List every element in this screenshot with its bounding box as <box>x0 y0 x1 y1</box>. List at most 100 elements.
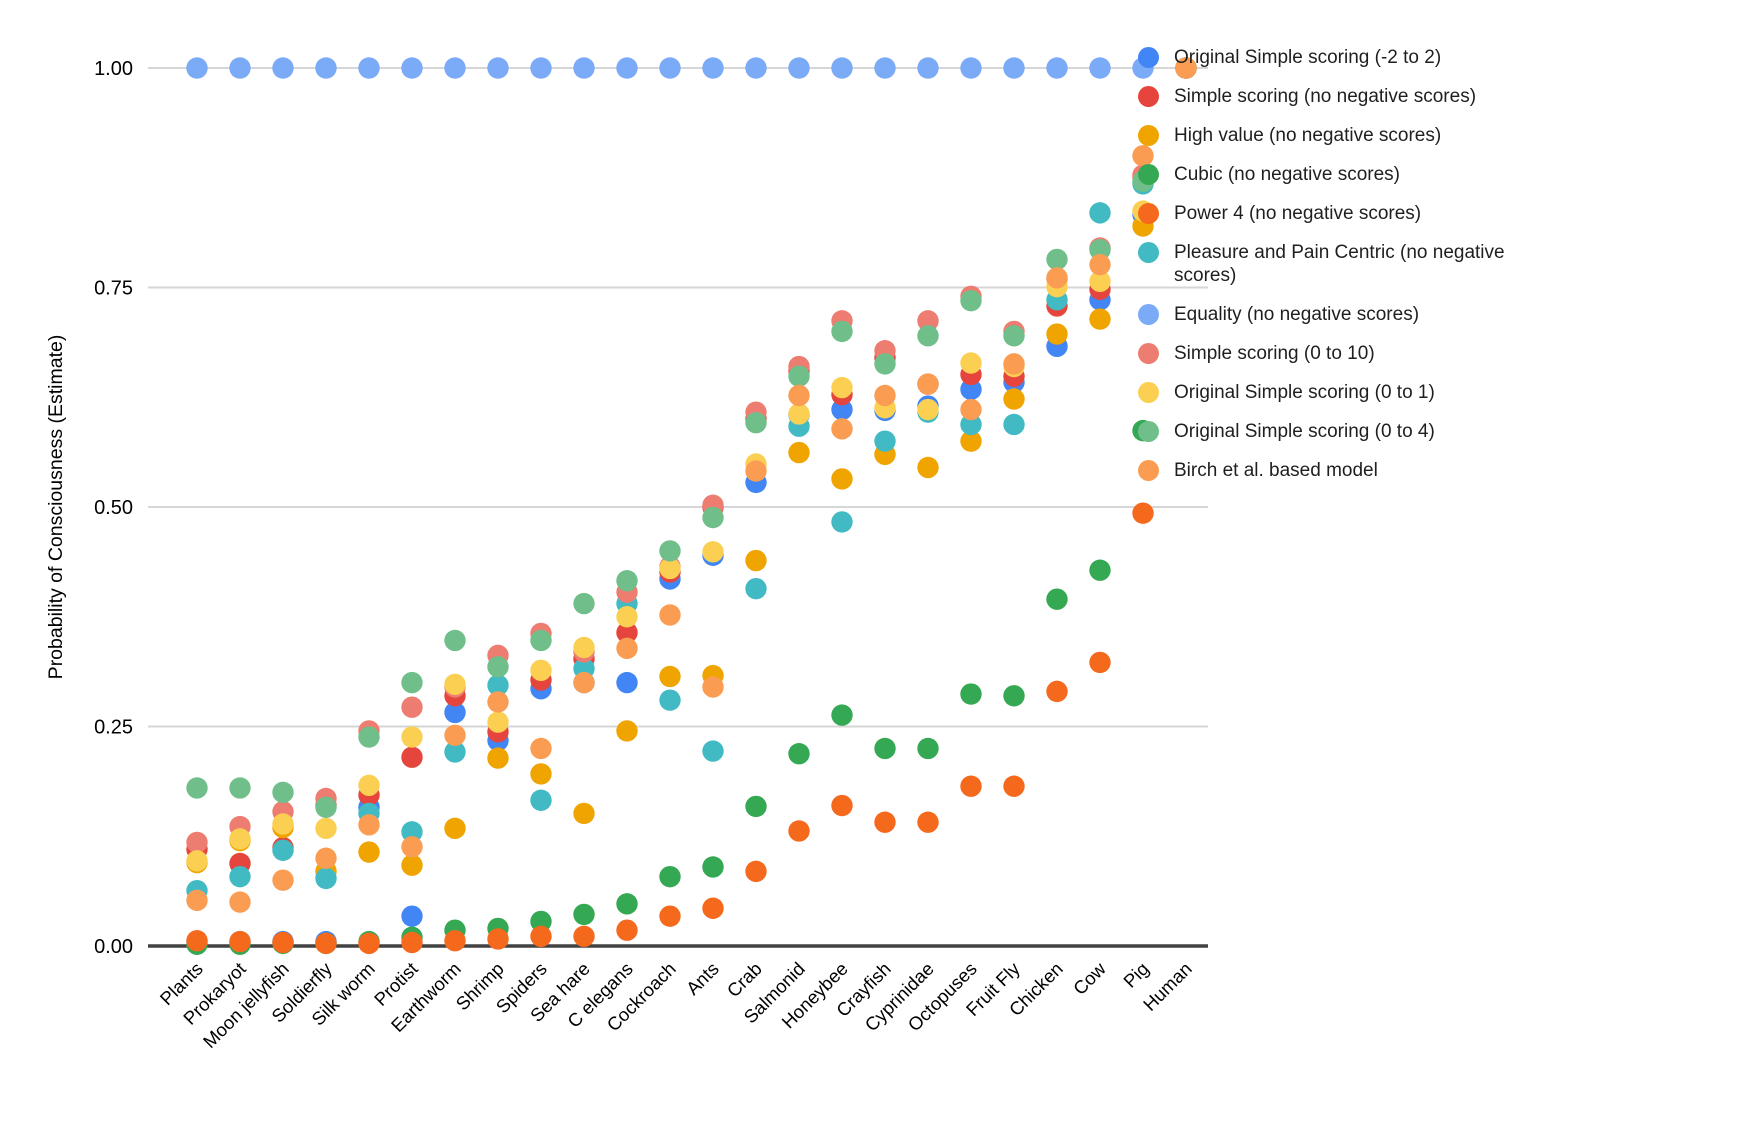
data-point <box>530 910 552 933</box>
data-point <box>401 57 423 79</box>
legend-marker-circle <box>1138 86 1159 107</box>
data-point <box>788 743 810 765</box>
data-point <box>745 795 767 818</box>
legend-label: Original Simple scoring (-2 to 2) <box>1174 47 1442 68</box>
legend-marker-circle <box>1138 47 1159 68</box>
data-point <box>616 606 638 628</box>
data-point <box>874 430 896 452</box>
data-point <box>917 737 939 760</box>
data-point <box>487 57 509 79</box>
data-point <box>1003 413 1025 436</box>
legend-label: Simple scoring (no negative scores) <box>1174 86 1477 107</box>
data-point <box>1175 57 1197 79</box>
data-point <box>917 456 939 479</box>
data-point <box>229 57 251 79</box>
data-point <box>1003 685 1025 707</box>
chart-legend: Original Simple scoring (-2 to 2) Simple … <box>1138 46 1558 498</box>
y-tick-label: 0.00 <box>94 936 133 958</box>
y-tick-label: 0.50 <box>94 497 133 519</box>
data-point <box>229 828 251 850</box>
data-point <box>229 865 251 888</box>
data-point <box>1089 270 1111 293</box>
data-point <box>401 671 423 694</box>
data-point <box>917 325 939 347</box>
data-point <box>487 711 509 733</box>
data-point <box>530 737 552 760</box>
data-point <box>1003 353 1025 375</box>
data-point <box>702 57 724 79</box>
data-point <box>874 737 896 760</box>
data-point <box>1089 651 1111 674</box>
data-point <box>401 696 423 718</box>
data-point <box>960 289 982 312</box>
data-point <box>487 747 509 769</box>
data-point <box>745 57 767 79</box>
legend-marker-circle <box>1138 304 1159 325</box>
data-point <box>1003 57 1025 79</box>
data-point <box>272 869 294 891</box>
legend-label: Original Simple scoring (0 to 4) <box>1174 421 1435 442</box>
data-point <box>358 774 380 797</box>
data-point <box>358 726 380 748</box>
y-tick-label: 0.25 <box>94 717 133 739</box>
data-point <box>659 905 681 927</box>
data-point <box>358 57 380 79</box>
data-point <box>917 811 939 833</box>
y-tick-label: 1.00 <box>94 58 133 80</box>
data-point <box>1132 145 1154 167</box>
legend-item-4: Cubic (no negative scores) <box>1138 163 1558 186</box>
data-point <box>487 928 509 950</box>
data-point <box>487 674 509 696</box>
data-point <box>745 412 767 434</box>
data-point <box>831 376 853 399</box>
data-point <box>702 897 724 919</box>
legend-marker-circle <box>1138 203 1159 224</box>
data-point <box>272 839 294 861</box>
data-point <box>917 57 939 79</box>
data-point <box>229 777 251 799</box>
data-point <box>315 796 337 818</box>
data-point <box>831 320 853 343</box>
data-point <box>745 549 767 572</box>
data-point <box>1089 202 1111 224</box>
legend-label: Birch et al. based model <box>1174 460 1378 481</box>
data-point <box>573 671 595 694</box>
data-point <box>831 704 853 726</box>
data-point <box>530 57 552 79</box>
data-point <box>573 57 595 79</box>
data-point <box>960 430 982 452</box>
legend-label: Simple scoring (0 to 10) <box>1174 343 1375 364</box>
data-point <box>1046 267 1068 289</box>
data-point <box>702 676 724 698</box>
data-point <box>401 905 423 927</box>
data-point <box>186 889 208 912</box>
data-point <box>960 398 982 421</box>
data-point <box>1003 775 1025 797</box>
data-point <box>530 789 552 811</box>
data-point <box>401 931 423 954</box>
data-point <box>874 353 896 375</box>
data-point <box>702 506 724 529</box>
legend-item-8: Simple scoring (0 to 10) <box>1138 342 1558 365</box>
data-point <box>831 794 853 817</box>
data-point <box>874 811 896 833</box>
data-point <box>659 865 681 888</box>
data-point <box>960 378 982 401</box>
legend-marker-circle <box>1138 242 1159 263</box>
data-point <box>444 724 466 746</box>
data-point <box>315 847 337 869</box>
data-point <box>530 763 552 785</box>
data-point <box>444 701 466 724</box>
data-point <box>702 856 724 878</box>
legend-item-10: Original Simple scoring (0 to 4) <box>1138 420 1558 443</box>
data-point <box>616 57 638 79</box>
legend-marker-circle <box>1138 343 1159 364</box>
data-point <box>917 310 939 332</box>
data-point <box>659 604 681 626</box>
data-point <box>444 930 466 952</box>
legend-item-6: Pleasure and Pain Centric (no negative s… <box>1138 241 1558 287</box>
data-point <box>616 637 638 660</box>
data-point <box>315 932 337 955</box>
data-point <box>1046 323 1068 345</box>
data-point <box>530 925 552 948</box>
